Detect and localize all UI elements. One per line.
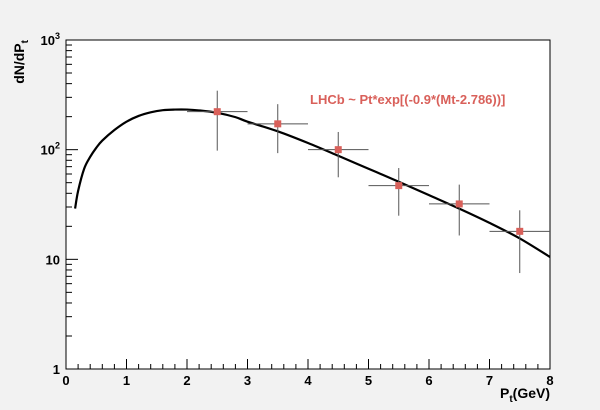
y-tick-base: 10: [41, 33, 55, 48]
fit-annotation: LHCb ~ Pt*exp[(-0.9*(Mt-2.786))]: [310, 92, 505, 107]
data-point: [489, 210, 550, 274]
y-axis-title-subscript: t: [20, 39, 31, 43]
point-marker: [395, 182, 403, 190]
x-tick-label: 3: [244, 373, 251, 388]
x-tick-label: 4: [304, 373, 312, 388]
x-tick-label: 2: [183, 373, 190, 388]
y-tick-base: 10: [46, 252, 60, 267]
x-tick-label: 6: [425, 373, 432, 388]
data-point: [308, 131, 369, 178]
x-tick-label: 7: [486, 373, 493, 388]
fit-curve-line: [73, 108, 551, 258]
x-axis-title-base: P: [500, 385, 509, 401]
x-axis-title: Pt(GeV): [500, 385, 550, 405]
point-marker: [455, 200, 463, 208]
data-point: [187, 90, 248, 151]
point-marker: [274, 120, 282, 128]
data-point: [247, 104, 308, 154]
y-axis-title: dN/dPt: [11, 39, 31, 83]
y-tick-label: 10: [46, 252, 60, 267]
y-tick-base: 10: [41, 143, 55, 158]
y-tick-base: 1: [53, 362, 60, 377]
point-marker: [334, 146, 342, 154]
x-tick-label: 5: [365, 373, 372, 388]
x-tick-label: 0: [62, 373, 69, 388]
data-point: [368, 168, 429, 216]
y-axis-title-base: dN/dP: [11, 43, 27, 83]
x-tick-label: 1: [123, 373, 130, 388]
x-tick-label: 8: [546, 373, 553, 388]
point-marker: [213, 108, 221, 116]
x-axis-title-unit: (GeV): [513, 385, 550, 401]
data-point: [429, 184, 490, 236]
point-marker: [516, 227, 524, 235]
y-tick-label: 1: [53, 362, 60, 377]
plot-frame: [65, 39, 551, 370]
y-tick-label: 102: [41, 141, 60, 158]
y-tick-exponent: 2: [55, 141, 60, 151]
fit-curve-layer: [73, 108, 551, 258]
y-tick-label: 103: [41, 31, 60, 48]
data-points-layer: [187, 90, 550, 274]
x-axis-title-subscript: t: [509, 394, 513, 405]
y-tick-exponent: 3: [55, 31, 60, 41]
